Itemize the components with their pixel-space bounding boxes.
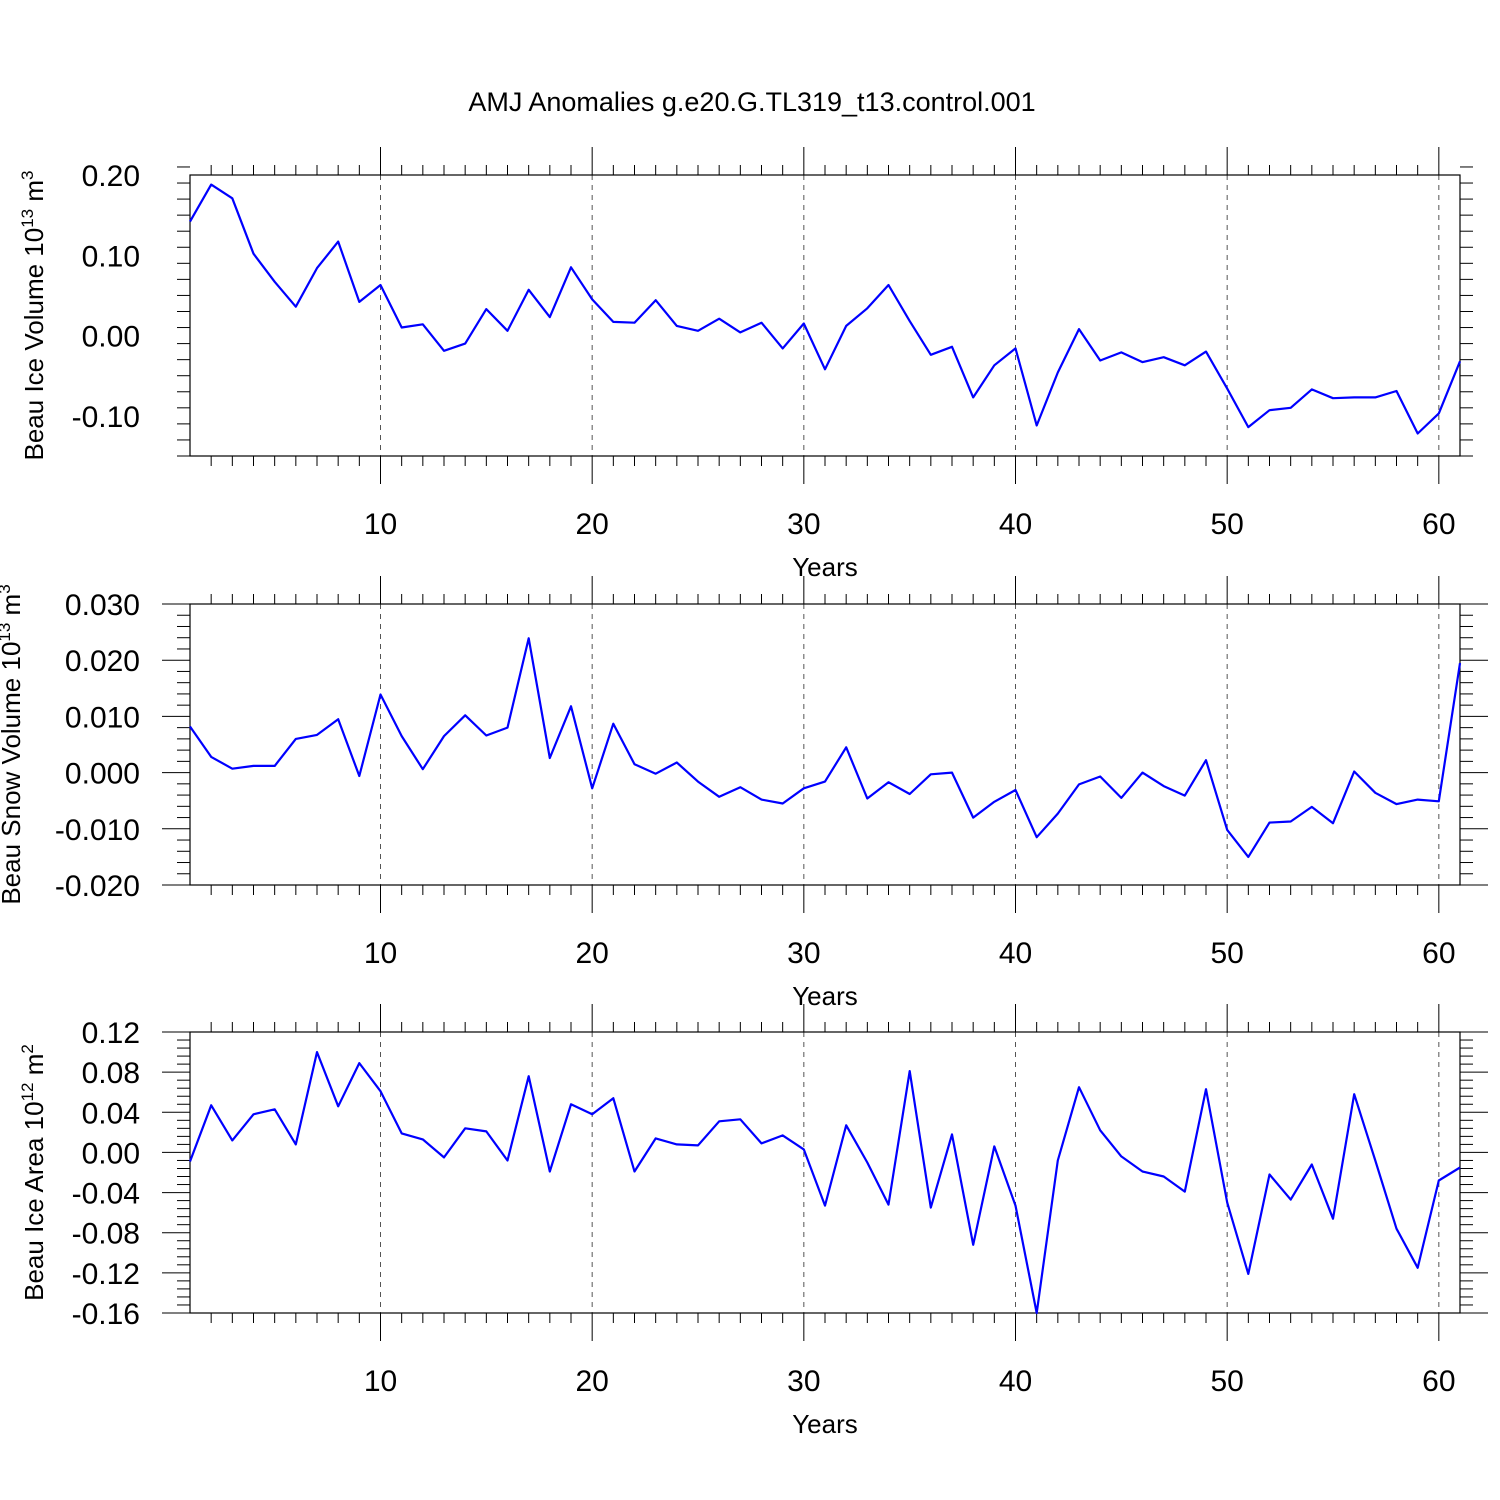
x-axis-label: Years [792, 981, 858, 1011]
y-tick-label: -0.010 [55, 814, 140, 847]
x-tick-label: 30 [787, 937, 820, 970]
x-tick-label: 40 [999, 1365, 1032, 1398]
y-tick-label: -0.08 [72, 1218, 140, 1251]
plot-frame [189, 174, 1461, 457]
chart-panel-3: 10 20 30 40 50 60 -0.16 -0.12 -0.08 -0.04 0.00 0.04… [18, 1004, 1488, 1439]
data-line [189, 637, 1462, 859]
data-line [188, 1050, 1461, 1315]
x-tick-label: 20 [575, 1365, 608, 1398]
y-tick-label: 0.12 [82, 1017, 140, 1050]
x-tick-label: 10 [364, 508, 397, 541]
y-tick-label: -0.16 [72, 1298, 140, 1331]
y-tick-label: 0.10 [82, 240, 140, 273]
x-tick-label: 40 [999, 508, 1032, 541]
y-tick-label: 0.00 [82, 321, 140, 354]
y-axis-label: Beau Ice Volume 1013 m3 [18, 171, 49, 461]
y-tick-label: 0.20 [82, 160, 140, 193]
y-tick-label: -0.020 [55, 870, 140, 903]
x-tick-label: 60 [1422, 508, 1455, 541]
y-tick-label: -0.12 [72, 1258, 140, 1291]
x-axis-label: Years [792, 552, 858, 582]
chart-panel-1: 10 20 30 40 50 60 -0.10 0.00 0.10 0.20 Years Beau I… [18, 147, 1473, 582]
y-tick-label: -0.04 [72, 1178, 140, 1211]
x-axis-label: Years [792, 1409, 858, 1439]
chart-panels: 10 20 30 40 50 60 -0.10 0.00 0.10 0.20 Years Beau I… [0, 147, 1488, 1439]
x-tick-label: 10 [364, 1365, 397, 1398]
data-line [189, 183, 1462, 435]
y-tick-label: 0.030 [65, 589, 140, 622]
y-tick-label: -0.10 [72, 401, 140, 434]
y-tick-label: 0.000 [65, 758, 140, 791]
y-axis-label: Beau Ice Area 1012 m2 [18, 1044, 49, 1301]
x-tick-label: 60 [1422, 937, 1455, 970]
x-tick-label: 60 [1422, 1365, 1455, 1398]
figure-title: AMJ Anomalies g.e20.G.TL319_t13.control.… [468, 87, 1035, 117]
x-tick-label: 40 [999, 937, 1032, 970]
x-tick-label: 50 [1210, 1365, 1243, 1398]
y-tick-label: 0.08 [82, 1057, 140, 1090]
y-axis-label: Beau Snow Volume 1013 m3 [0, 584, 26, 904]
x-tick-label: 30 [787, 1365, 820, 1398]
y-tick-label: 0.010 [65, 701, 140, 734]
y-tick-label: 0.020 [65, 645, 140, 678]
x-tick-label: 10 [364, 937, 397, 970]
y-tick-label: 0.00 [82, 1137, 140, 1170]
x-tick-label: 20 [575, 937, 608, 970]
chart-panel-2: 10 20 30 40 50 60 -0.020 -0.010 0.000 0.010 0.020 0… [0, 576, 1488, 1011]
x-tick-label: 30 [787, 508, 820, 541]
x-tick-label: 50 [1210, 937, 1243, 970]
x-tick-label: 20 [575, 508, 608, 541]
x-tick-label: 50 [1210, 508, 1243, 541]
plot-frame [189, 603, 1461, 886]
plot-frame [189, 1031, 1461, 1314]
y-tick-label: 0.04 [82, 1097, 140, 1130]
